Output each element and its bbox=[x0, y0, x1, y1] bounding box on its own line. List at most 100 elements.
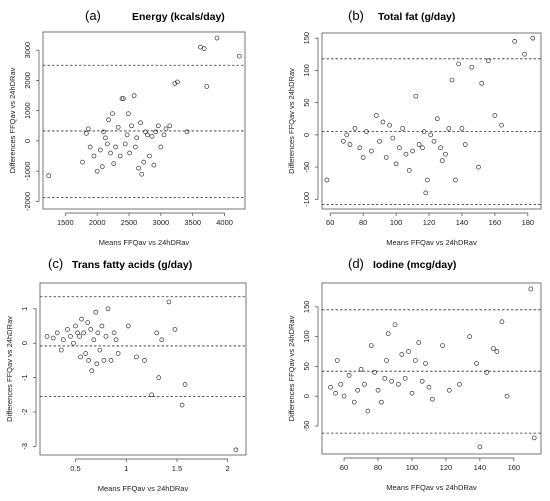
data-point bbox=[358, 367, 364, 372]
data-point bbox=[420, 145, 425, 151]
y-axis-label: Differences FFQav vs 24hDRav bbox=[8, 67, 17, 173]
data-point bbox=[338, 381, 344, 387]
data-point bbox=[434, 116, 440, 122]
data-point bbox=[54, 330, 60, 336]
data-point bbox=[105, 141, 110, 147]
data-point bbox=[115, 124, 121, 130]
data-point bbox=[491, 346, 496, 351]
data-point bbox=[372, 370, 377, 375]
data-point bbox=[396, 381, 401, 387]
data-point bbox=[182, 382, 188, 387]
x-axis-label: Means FFQav vs 24hDRav bbox=[99, 238, 190, 247]
panel-letter: (b) bbox=[348, 8, 364, 23]
x-tick-label: 0.5 bbox=[70, 464, 80, 473]
y-tick-label: 0 bbox=[20, 341, 29, 345]
data-point bbox=[214, 35, 220, 41]
data-point bbox=[403, 151, 409, 157]
x-tick-label: 1500 bbox=[57, 218, 74, 227]
data-point bbox=[141, 159, 147, 165]
data-point bbox=[531, 435, 537, 441]
data-point bbox=[95, 330, 101, 336]
data-point bbox=[380, 119, 386, 125]
data-point bbox=[138, 120, 143, 126]
data-point bbox=[425, 177, 430, 183]
data-point bbox=[364, 129, 369, 134]
data-point bbox=[484, 370, 490, 375]
y-tick-label: -1 bbox=[20, 374, 29, 381]
data-point bbox=[60, 337, 66, 343]
data-point bbox=[362, 381, 367, 387]
data-point bbox=[81, 330, 86, 336]
data-point bbox=[105, 306, 111, 312]
x-tick-label: 100 bbox=[390, 218, 403, 227]
y-tick-label: 50 bbox=[302, 98, 311, 106]
data-point bbox=[385, 331, 391, 336]
data-point bbox=[167, 123, 173, 129]
y-tick-label: 150 bbox=[302, 32, 311, 45]
y-axis-label: Differences FFQav vs 24hDRav bbox=[5, 316, 14, 422]
data-point bbox=[88, 327, 94, 332]
data-point bbox=[477, 444, 483, 450]
data-point bbox=[469, 64, 475, 70]
chart-title: Iodine (mcg/day) bbox=[373, 259, 456, 271]
data-point bbox=[402, 375, 408, 381]
x-tick-label: 1 bbox=[124, 464, 128, 473]
panel-letter: (d) bbox=[348, 256, 364, 271]
x-axis-label: Means FFQav vs 24hDRav bbox=[386, 238, 477, 247]
data-point bbox=[449, 77, 455, 83]
data-point bbox=[522, 51, 527, 57]
y-tick-label: 3000 bbox=[23, 42, 32, 59]
chart-title: Energy (kcals/day) bbox=[132, 11, 225, 23]
data-point bbox=[172, 81, 178, 86]
plot-frame bbox=[321, 282, 542, 455]
data-point bbox=[175, 79, 180, 85]
data-point bbox=[46, 173, 52, 179]
data-point bbox=[134, 135, 140, 141]
data-point bbox=[204, 84, 210, 89]
y-tick-label: 1 bbox=[20, 307, 29, 311]
data-point bbox=[429, 396, 435, 402]
x-axis-label: Means FFQav vs 24hDRav bbox=[98, 484, 189, 493]
data-point bbox=[136, 165, 141, 171]
data-point bbox=[355, 387, 361, 393]
data-point bbox=[341, 393, 347, 399]
plot-frame bbox=[42, 31, 246, 210]
data-point bbox=[158, 144, 164, 150]
data-point bbox=[377, 138, 382, 144]
data-point bbox=[504, 393, 510, 399]
data-point bbox=[333, 390, 338, 396]
data-point bbox=[129, 123, 134, 129]
x-tick-label: 4000 bbox=[216, 218, 233, 227]
data-point bbox=[131, 93, 137, 98]
data-point bbox=[492, 113, 498, 118]
data-point bbox=[179, 402, 185, 408]
x-tick-label: 140 bbox=[474, 463, 487, 472]
data-point bbox=[457, 381, 462, 387]
data-point bbox=[375, 387, 381, 393]
data-point bbox=[133, 144, 138, 150]
y-tick-label: -50 bbox=[302, 421, 311, 432]
data-point bbox=[80, 159, 85, 165]
data-point bbox=[233, 447, 239, 453]
data-point bbox=[413, 358, 418, 363]
data-point bbox=[397, 145, 402, 151]
data-point bbox=[115, 351, 121, 356]
y-tick-label: 2000 bbox=[23, 72, 32, 89]
data-point bbox=[153, 129, 159, 135]
chart-title: Trans fatty acids (g/day) bbox=[72, 259, 192, 271]
x-tick-label: 1.5 bbox=[172, 464, 182, 473]
data-point bbox=[421, 129, 427, 134]
data-point bbox=[156, 375, 162, 380]
data-point bbox=[155, 123, 161, 129]
panel-letter: (c) bbox=[48, 256, 63, 271]
data-point bbox=[528, 286, 534, 292]
data-point bbox=[91, 153, 97, 159]
data-point bbox=[474, 361, 479, 366]
data-point bbox=[108, 150, 113, 156]
data-point bbox=[68, 333, 73, 339]
x-tick-label: 3000 bbox=[153, 218, 170, 227]
data-point bbox=[344, 132, 350, 138]
data-point bbox=[346, 373, 352, 378]
x-tick-label: 140 bbox=[456, 218, 469, 227]
x-tick-label: 80 bbox=[374, 463, 382, 472]
